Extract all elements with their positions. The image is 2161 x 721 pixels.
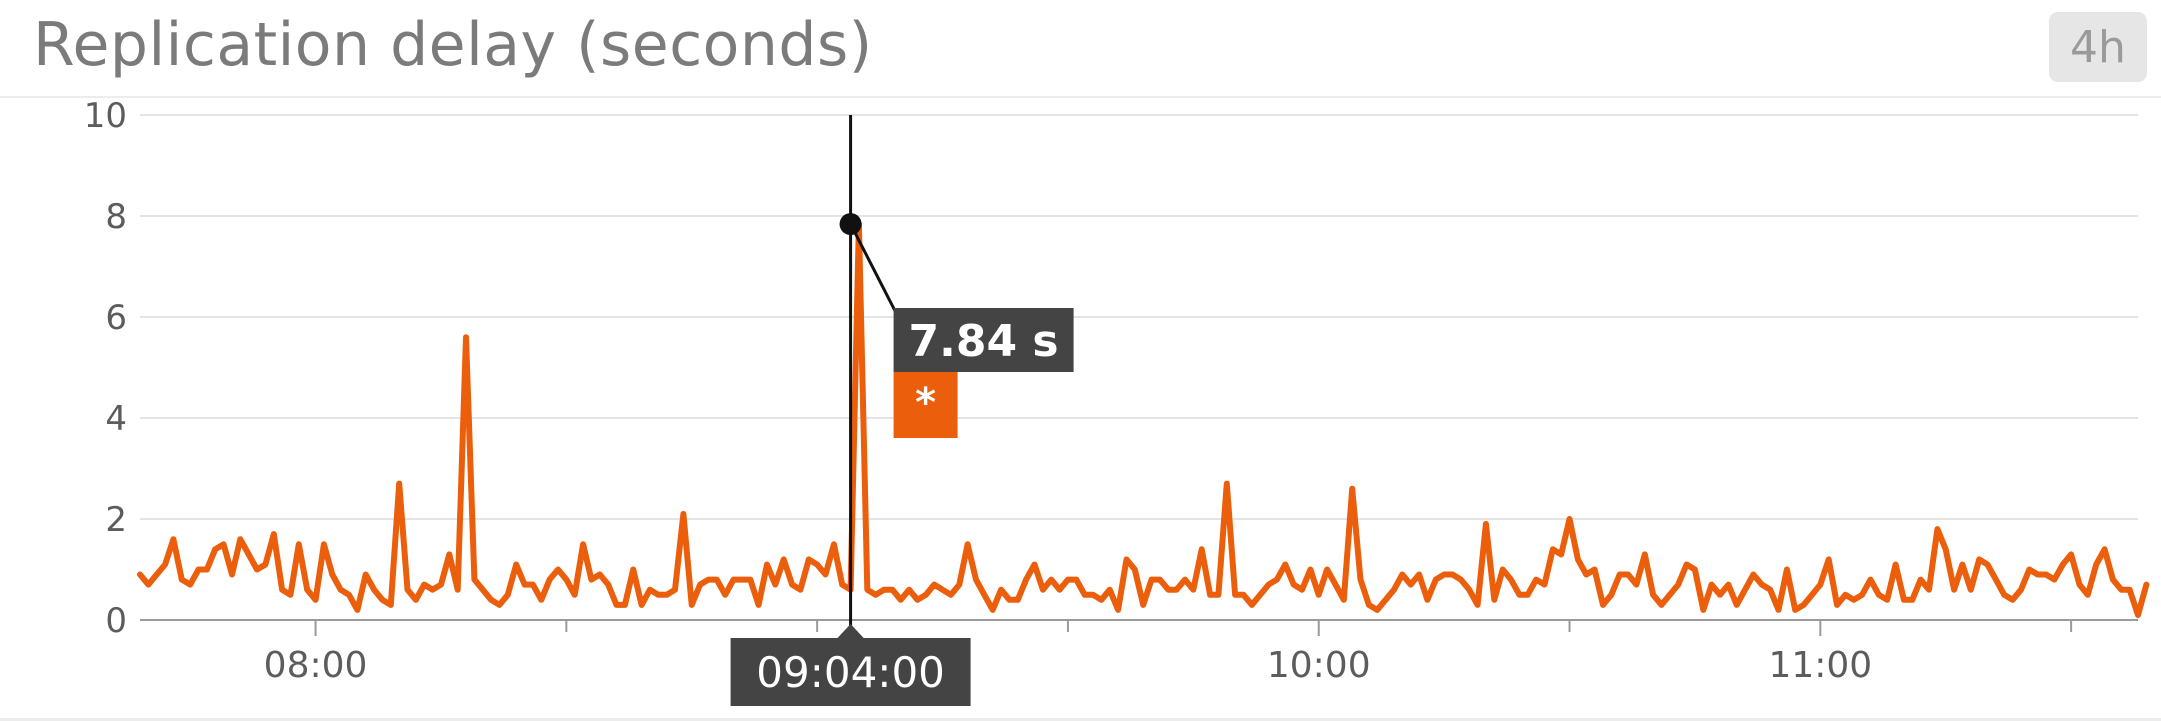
x-tick-label: 10:00: [1267, 645, 1371, 686]
tooltip-series-swatch: [893, 372, 958, 438]
cursor-time-box: [730, 638, 971, 706]
tooltip-value: 7.84 s: [909, 316, 1059, 367]
tooltip-value-box: [893, 308, 1074, 372]
widget-title: Replication delay (seconds): [33, 10, 873, 80]
chart-series-layer: [137, 221, 2150, 618]
cursor-time-pointer: [836, 624, 865, 639]
y-tick-label: 0: [105, 601, 127, 641]
time-range-badge[interactable]: 4h: [2049, 12, 2147, 82]
y-tick-label: 6: [105, 298, 127, 338]
x-tick-label: 08:00: [264, 645, 368, 686]
tooltip-series-marker: *: [915, 380, 936, 426]
widget-bottom-border: [0, 718, 2161, 721]
y-tick-label: 8: [105, 197, 127, 237]
cursor-time-label: 09:04:00: [756, 648, 945, 697]
x-tick-label: 11:00: [1768, 645, 1872, 686]
y-tick-label: 4: [105, 399, 127, 439]
y-tick-label: 2: [105, 500, 127, 540]
tooltip-connector: [849, 223, 897, 313]
widget-header: Replication delay (seconds) 4h: [0, 0, 2161, 98]
y-tick-label: 10: [84, 96, 127, 136]
hover-cursor: 7.84 s * 09:04:00: [730, 115, 1074, 706]
chart-grid: [140, 114, 2138, 520]
series-line: [137, 221, 2150, 618]
chart-axes: 0 2 4 6 8 10 08:00 10:00 11:00: [84, 96, 2138, 686]
